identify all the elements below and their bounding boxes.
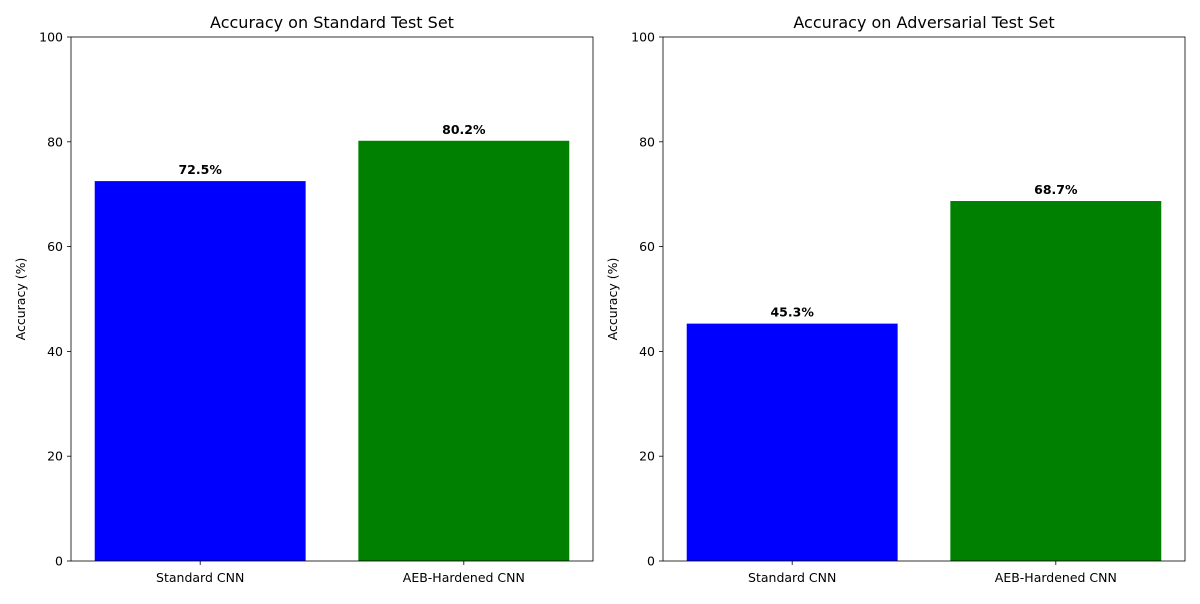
panel-2-bar-1 xyxy=(686,323,898,561)
panel-2-axes-frame xyxy=(662,36,1186,562)
panel-1-y-tick-label-1: 0 xyxy=(55,554,63,569)
panel-1-y-tick-label-6: 100 xyxy=(39,30,63,45)
panel-1-y-tick-label-3: 40 xyxy=(47,344,63,359)
panel-2-chart-title: Accuracy on Adversarial Test Set xyxy=(793,13,1054,32)
panel-1-bar-1 xyxy=(94,181,306,561)
panel-2-bar-2 xyxy=(950,201,1162,561)
panel-2-bar-value-label-1: 45.3% xyxy=(770,305,814,320)
panel-2-bar-value-label-2: 68.7% xyxy=(1034,182,1078,197)
panel-1-y-tick-label-5: 80 xyxy=(47,134,63,149)
panel-1-axes-frame xyxy=(70,36,594,562)
panel-1-chart-title: Accuracy on Standard Test Set xyxy=(210,13,454,32)
panel-2-y-tick-label-6: 100 xyxy=(631,30,655,45)
panel-2-y-tick-label-2: 20 xyxy=(639,449,655,464)
panel-2-y-tick-label-5: 80 xyxy=(639,134,655,149)
panel-2-y-tick-label-1: 0 xyxy=(647,554,655,569)
panel-2-y-tick-label-3: 40 xyxy=(639,344,655,359)
panel-1-bar-value-label-1: 72.5% xyxy=(178,162,222,177)
panel-1-y-tick-label-4: 60 xyxy=(47,239,63,254)
panel-1-y-axis-label: Accuracy (%) xyxy=(13,258,28,341)
panel-1-y-tick-label-2: 20 xyxy=(47,449,63,464)
panel-1-x-tick-label-1: Standard CNN xyxy=(156,570,244,585)
panel-2-x-tick-label-2: AEB-Hardened CNN xyxy=(995,570,1117,585)
panel-1-x-tick-label-2: AEB-Hardened CNN xyxy=(403,570,525,585)
panel-1-bar-value-label-2: 80.2% xyxy=(442,122,486,137)
panel-2-y-axis-label: Accuracy (%) xyxy=(605,258,620,341)
panel-2-y-tick-label-4: 60 xyxy=(639,239,655,254)
panel-1-bar-2 xyxy=(358,140,570,561)
panel-2-x-tick-label-1: Standard CNN xyxy=(748,570,836,585)
